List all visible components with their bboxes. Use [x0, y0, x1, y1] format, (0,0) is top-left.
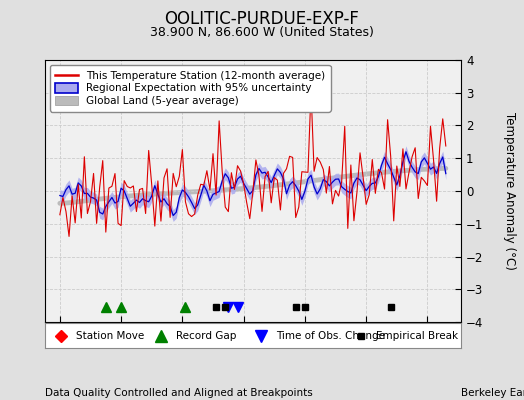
- Text: 38.900 N, 86.600 W (United States): 38.900 N, 86.600 W (United States): [150, 26, 374, 39]
- Text: Berkeley Earth: Berkeley Earth: [461, 388, 524, 398]
- Text: Empirical Break: Empirical Break: [376, 330, 458, 340]
- Text: Data Quality Controlled and Aligned at Breakpoints: Data Quality Controlled and Aligned at B…: [45, 388, 312, 398]
- Text: OOLITIC-PURDUE-EXP-F: OOLITIC-PURDUE-EXP-F: [165, 10, 359, 28]
- Text: Time of Obs. Change: Time of Obs. Change: [276, 330, 385, 340]
- Y-axis label: Temperature Anomaly (°C): Temperature Anomaly (°C): [503, 112, 516, 270]
- Text: Record Gap: Record Gap: [176, 330, 236, 340]
- Legend: This Temperature Station (12-month average), Regional Expectation with 95% uncer: This Temperature Station (12-month avera…: [50, 65, 331, 112]
- Text: Station Move: Station Move: [76, 330, 144, 340]
